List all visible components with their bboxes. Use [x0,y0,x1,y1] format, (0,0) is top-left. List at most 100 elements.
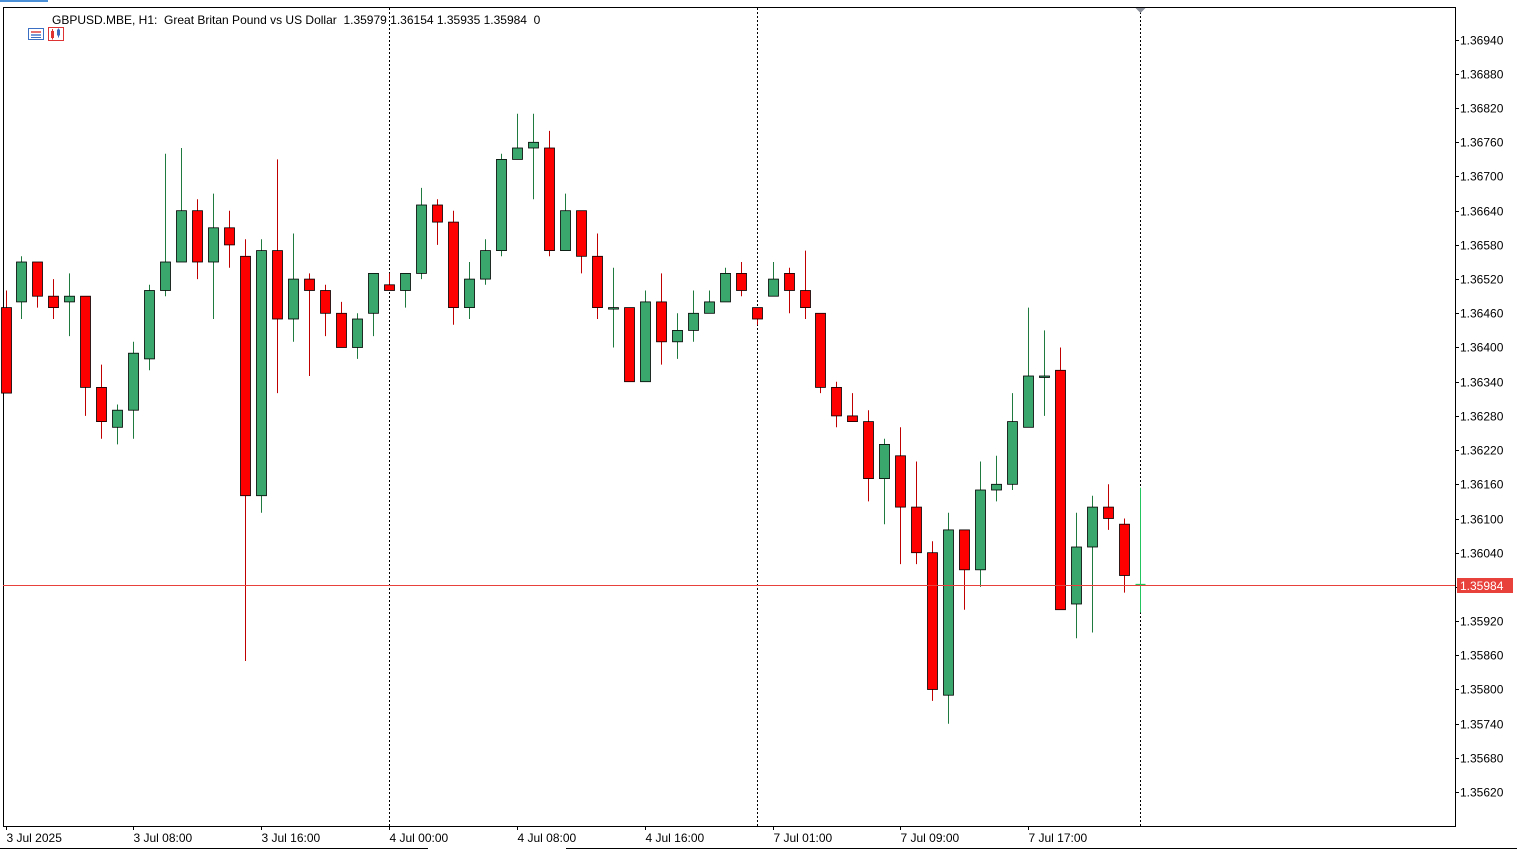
candle-body [16,261,27,303]
candle-body [672,329,683,343]
candle-body [1023,375,1034,428]
candle [272,159,283,394]
current-price-tag: 1.35984 [1457,578,1513,593]
time-tick-label: 3 Jul 16:00 [262,831,321,845]
candle [32,261,43,308]
candle [128,341,139,439]
price-tick-label: 1.36040 [1460,547,1504,561]
price-tick-label: 1.35920 [1460,615,1504,629]
candle [640,290,651,383]
trade-panel-icon[interactable] [8,13,45,40]
time-axis[interactable]: 3 Jul 2025 3 Jul 08:00 3 Jul 16:00 4 Jul 00… [6,826,1088,845]
candle-body [384,284,395,291]
candle [704,290,715,314]
candle-body [400,272,411,291]
price-axis[interactable]: 1.36940 1.36880 1.36820 1.36760 1.36700 1.366… [1455,34,1513,800]
candle [432,199,443,245]
candle-body [64,295,75,303]
candle [240,239,251,661]
period-separators [389,8,1146,826]
candle-body [879,443,890,479]
candle-body [256,250,267,497]
candle-body [1,307,12,394]
candle [1,290,12,394]
candle-body [480,250,491,280]
candle [911,461,922,565]
price-tick-label: 1.35620 [1460,786,1504,800]
candle [112,404,123,445]
active-tab-marker [0,0,48,2]
candle [1135,487,1146,613]
candle-body [288,278,299,320]
candle-body [448,221,459,309]
candle [176,148,187,263]
candle-body [863,421,874,480]
price-tick-label: 1.36400 [1460,341,1504,355]
price-tick-label: 1.35860 [1460,649,1504,663]
candle [80,295,91,416]
candle [320,284,331,337]
candle-body [352,318,363,348]
price-tick-label: 1.36640 [1460,205,1504,219]
price-tick-label: 1.36880 [1460,68,1504,82]
plot-border [3,7,1456,827]
candle [656,273,667,365]
ohlc-values: 1.35979 1.36154 1.35935 1.35984 [343,13,527,27]
candle-body [464,278,475,309]
candle-body [336,312,347,348]
candle [1039,330,1050,416]
candle [688,290,699,342]
candle-body [1087,506,1098,548]
candle [448,210,459,325]
candle [975,461,986,587]
candle [800,250,811,319]
candle-body [32,261,43,297]
candle [560,193,571,251]
candle-body [368,272,379,314]
candle-body [272,250,283,320]
symbol-timeframe: GBPUSD.MBE, H1: [52,13,158,27]
candle-body [176,210,187,263]
time-tick-label: 4 Jul 00:00 [390,831,449,845]
candle-body [560,210,571,251]
candle [736,262,747,297]
candle-body [112,409,123,428]
candle-body [1103,506,1114,519]
candle [879,438,890,525]
candle-body [416,204,427,274]
candle-body [80,295,91,388]
candle [768,262,779,297]
candle-body [608,307,619,310]
time-tick-label: 3 Jul 08:00 [134,831,193,845]
candle-body [784,272,795,291]
candle [752,307,763,325]
instrument-description: Great Britan Pound vs US Dollar [164,13,337,27]
time-tick-label: 3 Jul 2025 [7,831,63,845]
price-tick-label: 1.36820 [1460,102,1504,116]
chart-window-icon[interactable] [28,13,65,41]
candle [464,262,475,319]
candle [400,272,411,308]
candle-body [736,272,747,291]
candle [224,210,235,268]
candle [368,272,379,337]
candle [512,113,523,160]
candle [352,313,363,359]
candle-body [768,278,779,297]
candle [720,267,731,303]
candle [927,541,938,701]
price-tick-label: 1.36940 [1460,34,1504,48]
candle [208,193,219,319]
candle-body [544,147,555,251]
price-tick-label: 1.36340 [1460,376,1504,390]
candle-body [240,255,251,497]
candle-body [512,147,523,160]
price-tick-label: 1.36520 [1460,273,1504,287]
price-tick-label: 1.36460 [1460,307,1504,321]
candle [64,273,75,337]
candle [943,512,954,724]
candle-body [831,386,842,417]
candle [1023,307,1034,428]
